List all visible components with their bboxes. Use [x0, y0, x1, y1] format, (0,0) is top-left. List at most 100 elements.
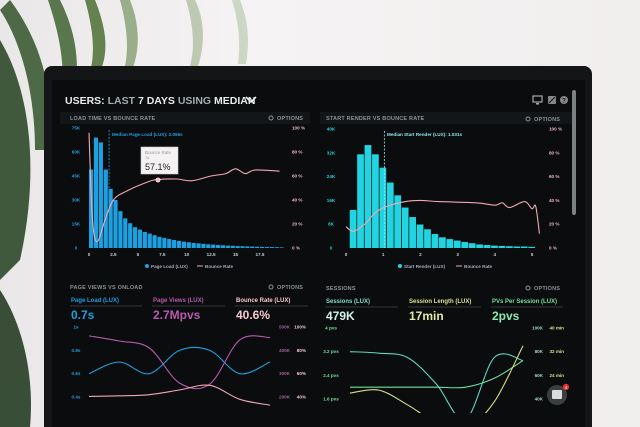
x-tick-label: 2.5	[110, 252, 117, 257]
histogram-bar	[132, 227, 138, 248]
chart-icon[interactable]	[548, 96, 556, 104]
y2-tick-label: 500K	[279, 325, 291, 330]
y3-tick-label: 80%	[297, 348, 306, 353]
kpi-page-load: Page Load (LUX) 0.7s	[70, 298, 142, 322]
histogram-bar	[113, 200, 118, 248]
panel-title-sessions: SESSIONS	[326, 286, 356, 292]
x-tick-label: 17.5	[255, 252, 264, 257]
options-label: OPTIONS	[277, 116, 303, 122]
monitor-icon[interactable]	[532, 95, 543, 105]
kpi-label: Page Load (LUX)	[71, 298, 119, 304]
histogram-bar	[279, 247, 284, 248]
histogram-bar	[128, 223, 133, 248]
y3-tick-label: 100%	[294, 325, 306, 330]
tooltip-point	[155, 177, 161, 183]
histogram-bar	[259, 246, 265, 248]
scrollbar-thumb[interactable]	[572, 90, 576, 215]
histogram-bar	[225, 245, 230, 248]
legend-label[interactable]: Bounce Rate	[464, 264, 493, 269]
histogram-bar	[446, 239, 454, 248]
histogram-bar	[201, 243, 206, 248]
series-line	[350, 360, 524, 389]
kpi-value: 0.7s	[71, 308, 95, 322]
legend-label[interactable]: Page Load (LUX)	[151, 264, 188, 269]
y-tick-label: 40K	[327, 127, 336, 132]
median-label-page-load: Median Page Load (LUX): 2.056s	[112, 132, 183, 137]
y-tick-label: 45K	[72, 174, 81, 179]
options-button-load-time[interactable]: OPTIONS	[268, 115, 303, 122]
histogram-bar	[476, 244, 483, 248]
kpi-value: 17min	[409, 309, 444, 323]
tooltip-title: Bounce Rate	[145, 150, 172, 155]
y3-tick-label: 32 min	[549, 349, 564, 354]
chat-button[interactable]: 4	[547, 383, 570, 405]
y-tick-label: 0.6s	[72, 371, 81, 376]
histogram-bar	[528, 246, 536, 248]
histogram-bar	[176, 240, 182, 248]
histogram-bar	[498, 245, 506, 248]
histogram-bar	[230, 245, 235, 248]
y2-tick-label: 60 %	[292, 174, 302, 179]
y2-tick-label: 80 %	[292, 150, 302, 155]
kpi-label: Sessions (LUX)	[326, 299, 370, 305]
series-line	[88, 335, 271, 390]
histogram-bar	[108, 188, 113, 248]
histogram-bar	[505, 246, 513, 248]
y2-tick-label: 20 %	[549, 222, 559, 227]
y2-tick-label: 400K	[279, 348, 291, 353]
help-icon[interactable]: ?	[560, 96, 568, 105]
panel-title-page-views: PAGE VIEWS VS ONLOAD	[70, 285, 143, 291]
options-button-sessions[interactable]: OPTIONS	[525, 285, 560, 292]
legend-dot-page-load	[145, 264, 149, 268]
line-series-group	[349, 345, 524, 413]
histogram-bar	[93, 137, 99, 248]
dashboard-title[interactable]: USERS: LAST 7 DAYS USING MEDIAN	[65, 95, 255, 107]
kpi-bounce-rate: Bounce Rate (LUX) 40.6%	[235, 298, 308, 322]
y-tick-label: 0.8s	[72, 348, 81, 353]
kpi-label: Session Length (LUX)	[409, 299, 471, 305]
histogram-bar	[269, 247, 274, 248]
title-median: MEDIAN	[214, 95, 255, 107]
y-tick-label: 2.4 pvs	[323, 373, 339, 378]
y-tick-label: 1s	[73, 325, 79, 330]
histogram-bar	[216, 244, 221, 248]
histogram-bar	[157, 236, 162, 248]
y3-tick-label: 60%	[297, 371, 306, 376]
x-tick-label: 7.5	[159, 252, 166, 257]
x-tick-label: 12.5	[207, 252, 216, 257]
options-button-page-views[interactable]: OPTIONS	[268, 284, 303, 291]
chat-icon	[552, 390, 562, 399]
y-tick-label: 0.4s	[72, 395, 81, 400]
options-button-start-render[interactable]: OPTIONS	[525, 116, 560, 123]
y-tick-label: 1.6 pvs	[323, 397, 339, 402]
histogram-bar	[235, 246, 240, 248]
panel-title-start-render: START RENDER VS BOUNCE RATE	[326, 116, 425, 122]
y2-tick-label: 100 %	[292, 126, 305, 131]
histogram-bar	[431, 234, 439, 248]
y2-tick-label: 20 %	[292, 222, 302, 227]
kpi-value: 2.7Mpvs	[153, 308, 201, 322]
y3-tick-label: 40 min	[549, 326, 564, 331]
y-tick-label: 3.2 pvs	[323, 349, 339, 354]
chevron-down-icon[interactable]	[245, 96, 257, 104]
y-tick-label: 0	[75, 246, 78, 251]
median-label-start-render: Median Start Render (LUX): 1.031s	[387, 132, 462, 137]
screen	[52, 80, 585, 427]
y2-tick-label: 40 %	[292, 198, 302, 203]
histogram-bar	[162, 237, 167, 248]
y-tick-label: 30K	[72, 198, 81, 203]
histogram-bar	[264, 247, 270, 248]
legend-label[interactable]: Start Render (LUX)	[404, 264, 446, 269]
y2-tick-label: 40K	[535, 397, 544, 402]
y-tick-label: 8K	[328, 222, 335, 227]
histogram-bar	[196, 243, 201, 248]
kpi-page-views: Page Views (LUX) 2.7Mpvs	[152, 298, 225, 322]
y2-tick-label: 0 %	[292, 246, 300, 251]
x-tick-label: 1	[382, 252, 385, 257]
y-tick-label: 75K	[72, 126, 81, 131]
histogram-bar	[172, 240, 177, 248]
svg-text:?: ?	[562, 99, 566, 105]
histogram-bar	[167, 239, 172, 248]
legend-label[interactable]: Bounce Rate	[205, 264, 234, 269]
